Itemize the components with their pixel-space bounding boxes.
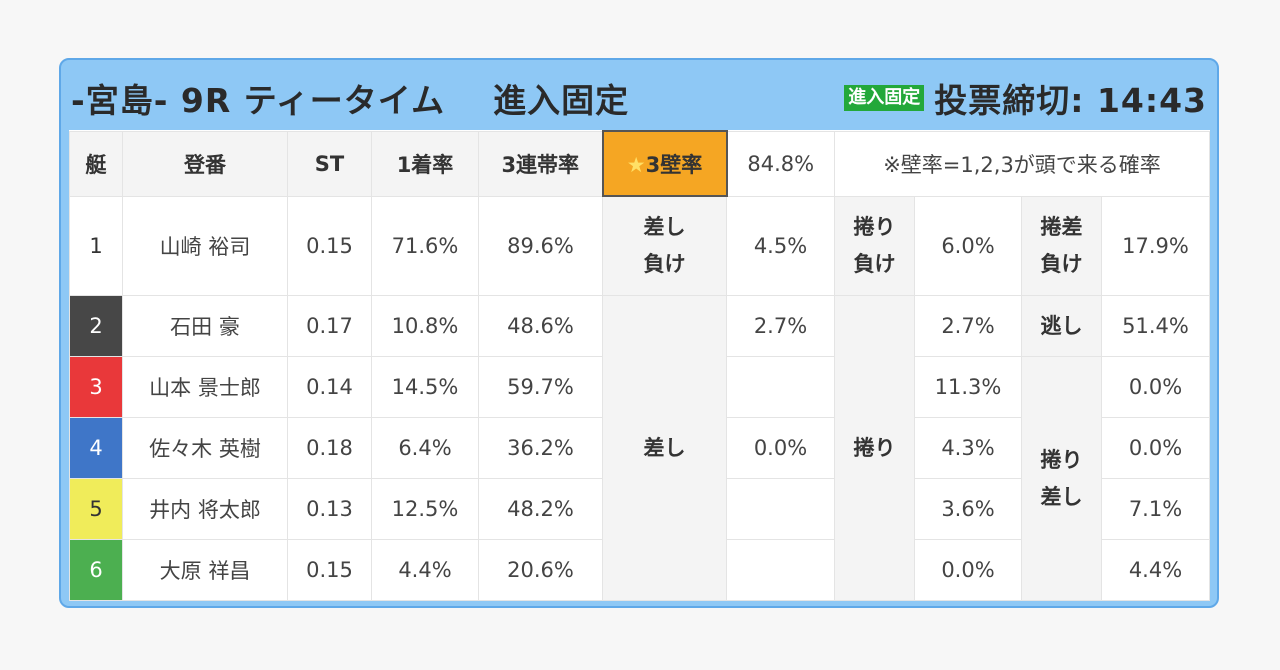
table-row: 2 石田 豪 0.17 10.8% 48.6% 差し 2.7% 捲り 2.7% … xyxy=(69,295,1210,601)
star-icon: ★ xyxy=(626,152,646,177)
boat-number: 6 xyxy=(69,539,123,601)
top3-rate: 36.2% xyxy=(478,417,603,479)
makuri-make-label: 捲り 負け xyxy=(834,195,915,296)
makuri-label: 捲り xyxy=(834,295,915,601)
win-rate: 10.8% xyxy=(371,295,479,357)
boat-number: 2 xyxy=(69,295,123,357)
table-row: 6 大原 祥昌 0.15 4.4% 20.6% 0.0% 4.4% xyxy=(69,539,1210,601)
st-value: 0.14 xyxy=(287,356,372,418)
win-rate: 14.5% xyxy=(371,356,479,418)
wall-rate-header: ★3壁率 xyxy=(601,130,728,197)
sashi-pct xyxy=(726,539,835,601)
nige-pct: 51.4% xyxy=(1101,295,1210,357)
table-row: 1 山崎 裕司 0.15 71.6% 89.6% 差し 負け 4.5% 捲り 負け … xyxy=(69,195,1210,296)
sashi-make-pct: 4.5% xyxy=(726,195,835,296)
st-value: 0.18 xyxy=(287,417,372,479)
racer-name: 佐々木 英樹 xyxy=(122,417,288,479)
win-rate: 4.4% xyxy=(371,539,479,601)
sashi-pct: 2.7% xyxy=(726,295,835,357)
racer-name: 山崎 裕司 xyxy=(122,195,288,296)
makurisashi-make-label: 捲差 負け xyxy=(1021,195,1102,296)
racer-name: 大原 祥昌 xyxy=(122,539,288,601)
col-win-rate: 1着率 xyxy=(371,130,479,197)
top3-rate: 20.6% xyxy=(478,539,603,601)
boat-number: 1 xyxy=(69,195,123,296)
voting-deadline: 投票締切: 14:43 xyxy=(934,81,1207,120)
racer-name: 山本 景士郎 xyxy=(122,356,288,418)
sashi-label: 差し xyxy=(602,295,727,601)
deadline-area: 進入固定 投票締切: 14:43 xyxy=(844,74,1207,122)
top3-rate: 89.6% xyxy=(478,195,603,296)
nige-label: 逃し xyxy=(1021,295,1102,357)
racer-name: 井内 将太郎 xyxy=(122,478,288,540)
fixed-entry-label: 進入固定 xyxy=(493,81,630,120)
col-st: ST xyxy=(287,130,372,197)
top3-rate: 48.6% xyxy=(478,295,603,357)
top3-rate: 59.7% xyxy=(478,356,603,418)
col-boat: 艇 xyxy=(69,130,123,197)
makuri-make-pct: 6.0% xyxy=(914,195,1022,296)
fixed-entry-badge: 進入固定 xyxy=(844,85,925,111)
st-value: 0.15 xyxy=(287,195,372,296)
st-value: 0.15 xyxy=(287,539,372,601)
makurisashi-pct: 4.4% xyxy=(1101,539,1210,601)
st-value: 0.13 xyxy=(287,478,372,540)
win-rate: 6.4% xyxy=(371,417,479,479)
makurisashi-make-pct: 17.9% xyxy=(1101,195,1210,296)
boat-number: 3 xyxy=(69,356,123,418)
makuri-pct: 2.7% xyxy=(914,295,1022,357)
makurisashi-pct: 0.0% xyxy=(1101,417,1210,479)
top3-rate: 48.2% xyxy=(478,478,603,540)
wall-rate-note: ※壁率=1,2,3が頭で来る確率 xyxy=(834,130,1210,197)
table-header-row: 艇 登番 ST 1着率 3連帯率 ★3壁率 84.8% ※壁率=1,2,3が頭で… xyxy=(69,130,1210,197)
win-rate: 12.5% xyxy=(371,478,479,540)
makurisashi-pct: 0.0% xyxy=(1101,356,1210,418)
racer-name: 石田 豪 xyxy=(122,295,288,357)
makuri-pct: 0.0% xyxy=(914,539,1022,601)
sashi-make-label: 差し 負け xyxy=(602,195,727,296)
makuri-pct: 3.6% xyxy=(914,478,1022,540)
race-title: -宮島- 9R ティータイム 進入固定 xyxy=(71,74,629,122)
table-row: 3 山本 景士郎 0.14 14.5% 59.7% 11.3% 捲り 差し 0.0… xyxy=(69,356,1210,601)
st-value: 0.17 xyxy=(287,295,372,357)
sashi-pct xyxy=(726,478,835,540)
sashi-pct xyxy=(726,356,835,418)
race-card: -宮島- 9R ティータイム 進入固定 進入固定 投票締切: 14:43 艇 登番… xyxy=(59,58,1219,608)
wall-rate-label: 3壁率 xyxy=(645,152,703,177)
makurisashi-pct: 7.1% xyxy=(1101,478,1210,540)
win-rate: 71.6% xyxy=(371,195,479,296)
boat-number: 4 xyxy=(69,417,123,479)
race-stats-table: 艇 登番 ST 1着率 3連帯率 ★3壁率 84.8% ※壁率=1,2,3が頭で… xyxy=(69,130,1210,601)
col-racer: 登番 xyxy=(122,130,288,197)
venue-race-label: -宮島- 9R ティータイム xyxy=(71,81,446,120)
boat-number: 5 xyxy=(69,478,123,540)
wall-rate-value: 84.8% xyxy=(726,130,835,197)
sashi-pct: 0.0% xyxy=(726,417,835,479)
makuri-pct: 11.3% xyxy=(914,356,1022,418)
makurisashi-label: 捲り 差し xyxy=(1021,356,1102,601)
col-top3-rate: 3連帯率 xyxy=(478,130,603,197)
makuri-pct: 4.3% xyxy=(914,417,1022,479)
